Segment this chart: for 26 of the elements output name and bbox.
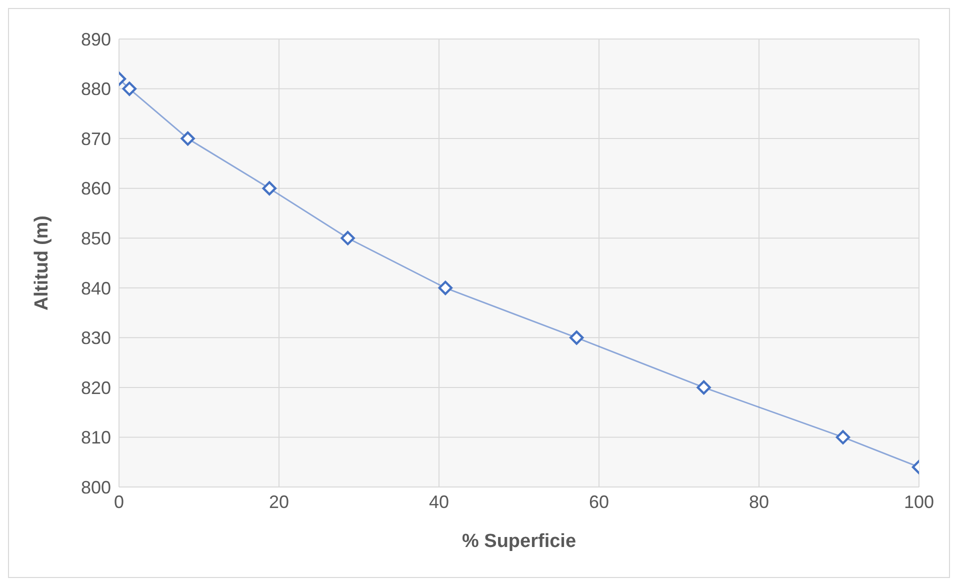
point [340, 231, 355, 246]
x-tick-label: 40 [428, 492, 450, 512]
x-tick-label: 20 [268, 492, 290, 512]
x-tick-label: 0 [114, 492, 124, 512]
point [122, 82, 136, 96]
point [438, 280, 452, 295]
y-tick-label: 840 [80, 278, 111, 298]
point [180, 131, 195, 146]
y-tick-label: 880 [80, 79, 111, 100]
y-tick-label: 850 [80, 228, 111, 248]
y-tick-label: 820 [80, 378, 111, 398]
y-tick-label: 830 [80, 328, 111, 348]
y-tick-label: 810 [80, 428, 111, 448]
y-tick-label: 860 [80, 178, 111, 199]
x-tick-label: 100 [904, 492, 934, 512]
point [262, 181, 276, 196]
y-tick-label: 870 [80, 128, 111, 149]
x-tick-label: 60 [588, 492, 610, 512]
x-tick-label: 80 [748, 492, 770, 512]
y-axis-title: Altitud (m) [32, 216, 53, 310]
point [696, 380, 711, 395]
x-axis-title: % Superficie [462, 531, 576, 552]
point [836, 430, 850, 444]
y-tick-label: 890 [80, 29, 111, 50]
y-tick-label: 800 [80, 477, 111, 498]
point [570, 330, 584, 345]
